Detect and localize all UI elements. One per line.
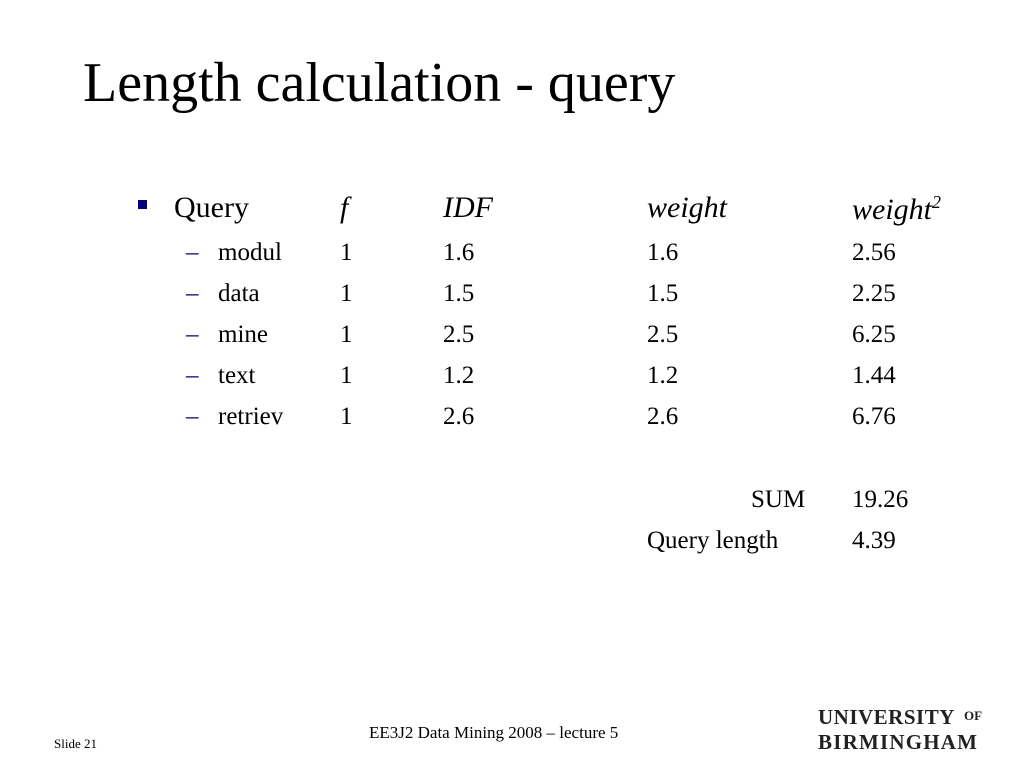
- row-weight-squared: 6.76: [852, 403, 896, 430]
- row-weight-squared: 2.56: [852, 239, 896, 266]
- row-f: 1: [340, 362, 353, 389]
- row-weight-squared: 2.25: [852, 280, 896, 307]
- logo-birmingham: BIRMINGHAM: [818, 730, 979, 754]
- sum-value: 19.26: [852, 486, 909, 513]
- header-query: Query: [174, 191, 249, 224]
- logo-university: UNIVERSITY: [818, 705, 955, 729]
- header-weight-squared: weight2: [852, 193, 941, 225]
- dash-bullet-icon: –: [186, 362, 199, 389]
- row-weight-squared: 6.25: [852, 321, 896, 348]
- footer-course: EE3J2 Data Mining 2008 – lecture 5: [369, 723, 619, 742]
- row-weight: 2.5: [647, 321, 679, 348]
- row-weight-squared: 1.44: [852, 362, 896, 389]
- row-f: 1: [340, 321, 353, 348]
- dash-bullet-icon: –: [186, 321, 199, 348]
- dash-bullet-icon: –: [186, 280, 199, 307]
- university-logo: UNIVERSITY OF BIRMINGHAM: [818, 707, 988, 755]
- header-weight: weight: [647, 191, 727, 224]
- row-weight: 2.6: [647, 403, 679, 430]
- slide-number: Slide 21: [54, 736, 97, 751]
- query-length-label: Query length: [647, 527, 779, 554]
- header-weight-squared-exponent: 2: [932, 192, 941, 212]
- row-weight: 1.6: [647, 239, 679, 266]
- sum-label: SUM: [751, 486, 806, 513]
- dash-bullet-icon: –: [186, 403, 199, 430]
- row-f: 1: [340, 239, 353, 266]
- row-idf: 1.6: [443, 239, 475, 266]
- row-idf: 1.5: [443, 280, 475, 307]
- dash-bullet-icon: –: [186, 239, 199, 266]
- logo-of: OF: [964, 708, 983, 723]
- row-term: mine: [218, 321, 268, 348]
- row-idf: 1.2: [443, 362, 475, 389]
- row-idf: 2.6: [443, 403, 475, 430]
- row-term: text: [218, 362, 256, 389]
- row-weight: 1.2: [647, 362, 679, 389]
- row-f: 1: [340, 403, 353, 430]
- row-term: modul: [218, 239, 282, 266]
- row-term: retriev: [218, 403, 284, 430]
- row-weight: 1.5: [647, 280, 679, 307]
- row-idf: 2.5: [443, 321, 475, 348]
- header-weight-squared-base: weight: [852, 193, 932, 226]
- header-idf: IDF: [443, 191, 493, 224]
- row-term: data: [218, 280, 260, 307]
- row-f: 1: [340, 280, 353, 307]
- header-f: f: [340, 191, 349, 224]
- query-length-value: 4.39: [852, 527, 896, 554]
- square-bullet-icon: [138, 200, 147, 209]
- slide-title: Length calculation - query: [83, 52, 676, 114]
